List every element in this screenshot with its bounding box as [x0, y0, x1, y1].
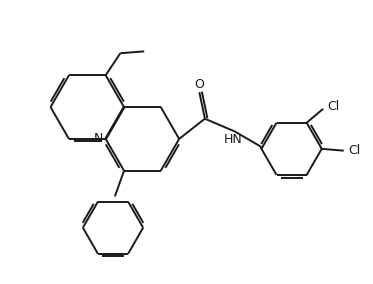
Text: HN: HN [224, 133, 242, 146]
Text: Cl: Cl [348, 144, 360, 157]
Text: O: O [194, 78, 204, 91]
Text: N: N [94, 132, 103, 145]
Text: Cl: Cl [327, 101, 339, 113]
